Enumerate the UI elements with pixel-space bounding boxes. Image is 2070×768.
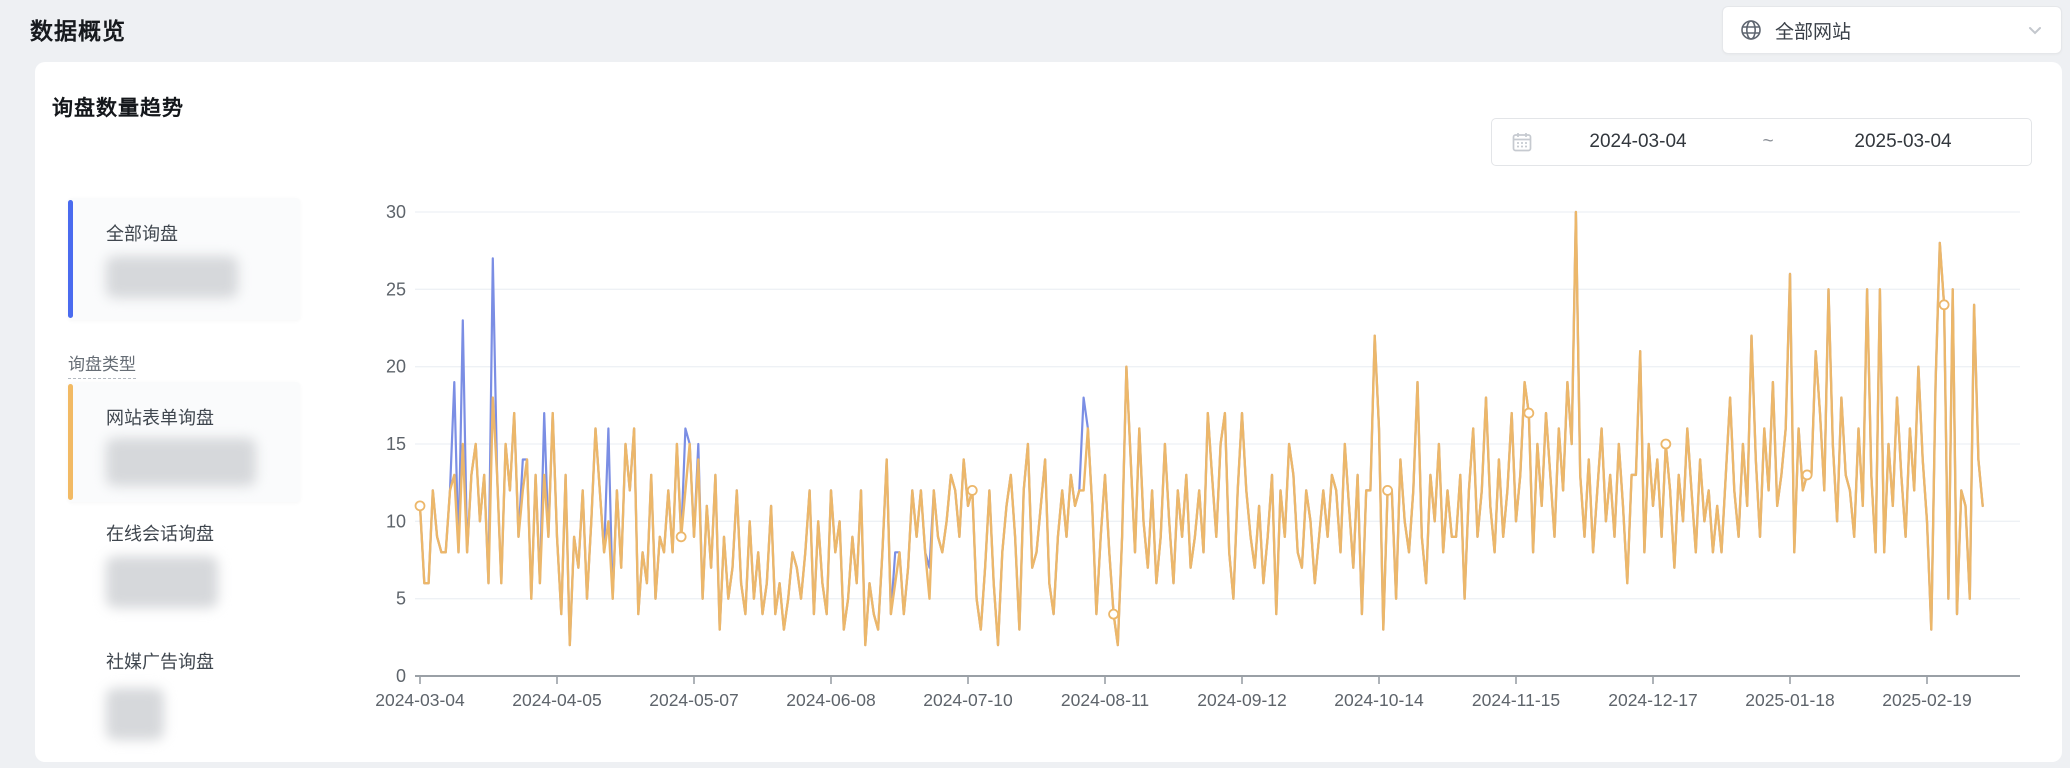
inquiry-trend-panel: 询盘数量趋势 2024-03-04 ~ 2025-03-04 全部询盘 询盘类型… [35, 62, 2062, 762]
metric-label: 社媒广告询盘 [106, 652, 214, 672]
trend-line-chart-canvas: 0 5 10 15 20 25 30 2024-03-04 2024-04-05 2024-05-… [375, 202, 2020, 710]
svg-text:2024-12-17: 2024-12-17 [1608, 690, 1698, 710]
metric-label: 在线会话询盘 [106, 524, 214, 544]
metric-label: 网站表单询盘 [106, 408, 214, 428]
site-selector-dropdown[interactable]: 全部网站 [1722, 6, 2062, 54]
page-title: 数据概览 [30, 18, 126, 44]
metric-online-session-inquiries[interactable]: 在线会话询盘 [68, 520, 300, 640]
inquiry-type-section-label: 询盘类型 [68, 350, 136, 379]
metric-label: 全部询盘 [106, 224, 178, 244]
svg-text:2025-02-19: 2025-02-19 [1882, 690, 1972, 710]
svg-text:2024-07-10: 2024-07-10 [923, 690, 1013, 710]
svg-text:10: 10 [386, 511, 406, 531]
date-range-start[interactable]: 2024-03-04 [1589, 131, 1687, 152]
date-range-separator: ~ [1762, 131, 1774, 152]
svg-text:2024-11-15: 2024-11-15 [1472, 690, 1560, 710]
calendar-icon [1510, 130, 1534, 154]
globe-icon [1739, 18, 1763, 42]
svg-text:2024-09-12: 2024-09-12 [1197, 690, 1287, 710]
svg-text:30: 30 [386, 202, 406, 222]
svg-text:5: 5 [396, 589, 406, 609]
site-selector-value: 全部网站 [1775, 21, 1852, 43]
metric-card-website-form-inquiries[interactable]: 网站表单询盘 [68, 382, 300, 502]
date-range-end[interactable]: 2025-03-04 [1854, 131, 1952, 152]
metric-card-total-inquiries[interactable]: 全部询盘 [68, 198, 300, 320]
chart-title: 询盘数量趋势 [52, 97, 184, 120]
svg-text:25: 25 [386, 279, 406, 299]
series-color-bar-orange [68, 384, 73, 500]
svg-text:0: 0 [396, 666, 406, 686]
svg-text:2024-08-11: 2024-08-11 [1061, 690, 1149, 710]
date-range-picker[interactable]: 2024-03-04 ~ 2025-03-04 [1491, 118, 2032, 166]
series-color-bar-blue [68, 200, 73, 318]
svg-text:2024-05-07: 2024-05-07 [649, 690, 739, 710]
data-overview-page: { "page": { "title": "数据概览" }, "site_sel… [30, 6, 2062, 762]
chevron-down-icon [2025, 20, 2045, 40]
svg-text:2024-03-04: 2024-03-04 [375, 690, 465, 710]
redacted-value [106, 256, 238, 298]
redacted-value [106, 556, 218, 608]
svg-text:2024-10-14: 2024-10-14 [1334, 690, 1424, 710]
svg-text:2024-06-08: 2024-06-08 [786, 690, 876, 710]
redacted-value [106, 438, 256, 486]
svg-text:20: 20 [386, 357, 406, 377]
inquiry-trend-chart: 0 5 10 15 20 25 30 2024-03-04 2024-04-05 2024-05-… [360, 180, 2060, 730]
redacted-value [106, 688, 164, 740]
svg-text:15: 15 [386, 434, 406, 454]
svg-text:2024-04-05: 2024-04-05 [512, 690, 602, 710]
svg-text:2025-01-18: 2025-01-18 [1745, 690, 1835, 710]
metric-social-media-ad-inquiries[interactable]: 社媒广告询盘 [68, 648, 300, 768]
